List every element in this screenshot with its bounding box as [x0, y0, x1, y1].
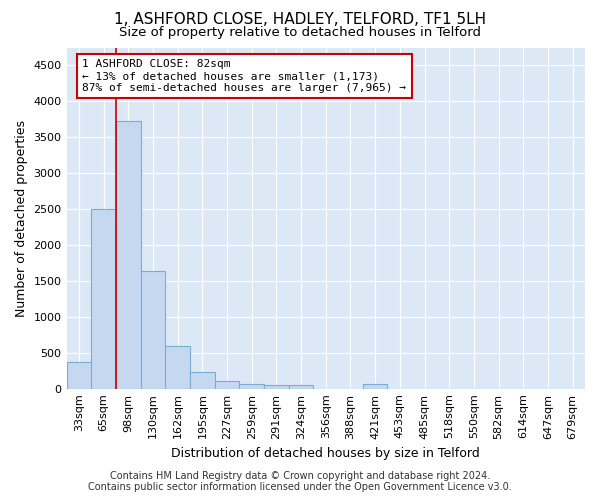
- Bar: [239, 384, 264, 388]
- Bar: [215, 381, 239, 388]
- Text: Size of property relative to detached houses in Telford: Size of property relative to detached ho…: [119, 26, 481, 39]
- Text: 1, ASHFORD CLOSE, HADLEY, TELFORD, TF1 5LH: 1, ASHFORD CLOSE, HADLEY, TELFORD, TF1 5…: [114, 12, 486, 28]
- Bar: [116, 121, 140, 388]
- Bar: [140, 271, 165, 388]
- Bar: [165, 346, 190, 389]
- Y-axis label: Number of detached properties: Number of detached properties: [15, 120, 28, 316]
- Text: 1 ASHFORD CLOSE: 82sqm
← 13% of detached houses are smaller (1,173)
87% of semi-: 1 ASHFORD CLOSE: 82sqm ← 13% of detached…: [82, 60, 406, 92]
- Bar: [289, 384, 313, 388]
- X-axis label: Distribution of detached houses by size in Telford: Distribution of detached houses by size …: [172, 447, 480, 460]
- Bar: [363, 384, 388, 388]
- Bar: [190, 372, 215, 388]
- Bar: [67, 362, 91, 388]
- Bar: [264, 384, 289, 388]
- Text: Contains HM Land Registry data © Crown copyright and database right 2024.
Contai: Contains HM Land Registry data © Crown c…: [88, 471, 512, 492]
- Bar: [91, 209, 116, 388]
